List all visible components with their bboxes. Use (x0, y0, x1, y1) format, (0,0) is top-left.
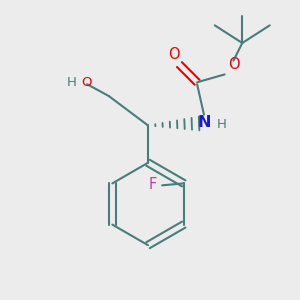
Text: H: H (217, 118, 226, 131)
Text: N: N (197, 115, 211, 130)
Text: F: F (148, 177, 157, 192)
Text: O: O (81, 76, 92, 89)
Text: H: H (67, 76, 76, 89)
Text: O: O (229, 57, 240, 72)
Text: O: O (168, 47, 179, 62)
